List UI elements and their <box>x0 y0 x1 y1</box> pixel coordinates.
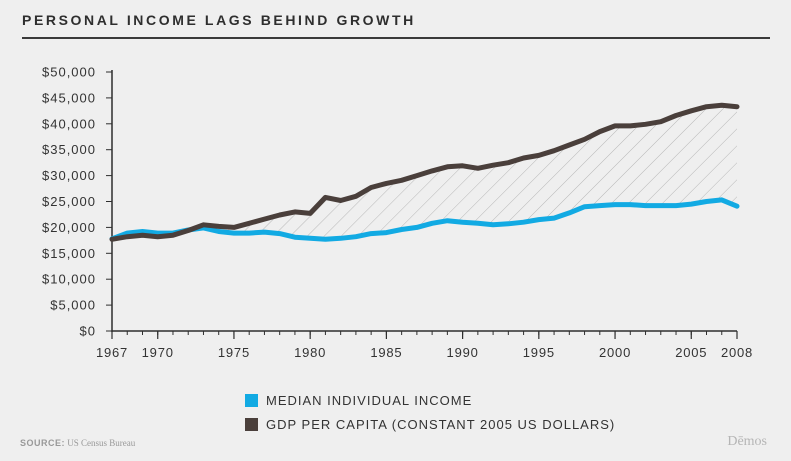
x-tick-label: 1975 <box>218 345 250 360</box>
x-tick-label: 1995 <box>523 345 555 360</box>
y-tick-label: $20,000 <box>42 220 96 235</box>
x-tick-label: 2005 <box>675 345 707 360</box>
y-tick-label: $0 <box>80 324 96 339</box>
y-tick-label: $50,000 <box>42 65 96 80</box>
legend: MEDIAN INDIVIDUAL INCOME GDP PER CAPITA … <box>245 388 615 436</box>
y-tick-label: $45,000 <box>42 90 96 105</box>
x-tick-label: 2008 <box>721 345 753 360</box>
legend-label-gdp: GDP PER CAPITA (CONSTANT 2005 US DOLLARS… <box>266 416 616 432</box>
legend-item-gdp: GDP PER CAPITA (CONSTANT 2005 US DOLLARS… <box>245 412 615 436</box>
legend-swatch-income <box>245 393 258 407</box>
brand-logo: Dēmos <box>727 434 767 449</box>
y-tick-label: $15,000 <box>42 246 96 261</box>
source-label: SOURCE: <box>20 438 66 448</box>
y-tick-label: $10,000 <box>42 272 96 287</box>
legend-swatch-gdp <box>245 417 258 431</box>
y-tick-label: $40,000 <box>42 116 96 131</box>
x-tick-label: 2000 <box>599 345 631 360</box>
y-tick-label: $5,000 <box>50 298 96 313</box>
x-tick-label: 1990 <box>447 345 479 360</box>
x-tick-label: 1967 <box>96 345 128 360</box>
x-tick-label: 1970 <box>142 345 174 360</box>
title-rule <box>22 37 770 39</box>
legend-item-income: MEDIAN INDIVIDUAL INCOME <box>245 388 615 412</box>
income-line <box>109 197 740 242</box>
y-tick-label: $30,000 <box>42 168 96 183</box>
gdp-line <box>109 102 740 242</box>
legend-label-income: MEDIAN INDIVIDUAL INCOME <box>266 392 473 408</box>
y-tick-label: $35,000 <box>42 142 96 157</box>
chart-title: PERSONAL INCOME LAGS BEHIND GROWTH <box>22 12 416 28</box>
source-text: US Census Bureau <box>67 438 136 448</box>
source-note: SOURCE: US Census Bureau <box>20 438 135 448</box>
x-tick-label: 1980 <box>294 345 326 360</box>
chart-area: $0 $5,000 $10,000 $15,000 $20,000 $25,000 $30,… <box>42 65 753 361</box>
x-tick-label: 1985 <box>370 345 402 360</box>
y-tick-label: $25,000 <box>42 194 96 209</box>
